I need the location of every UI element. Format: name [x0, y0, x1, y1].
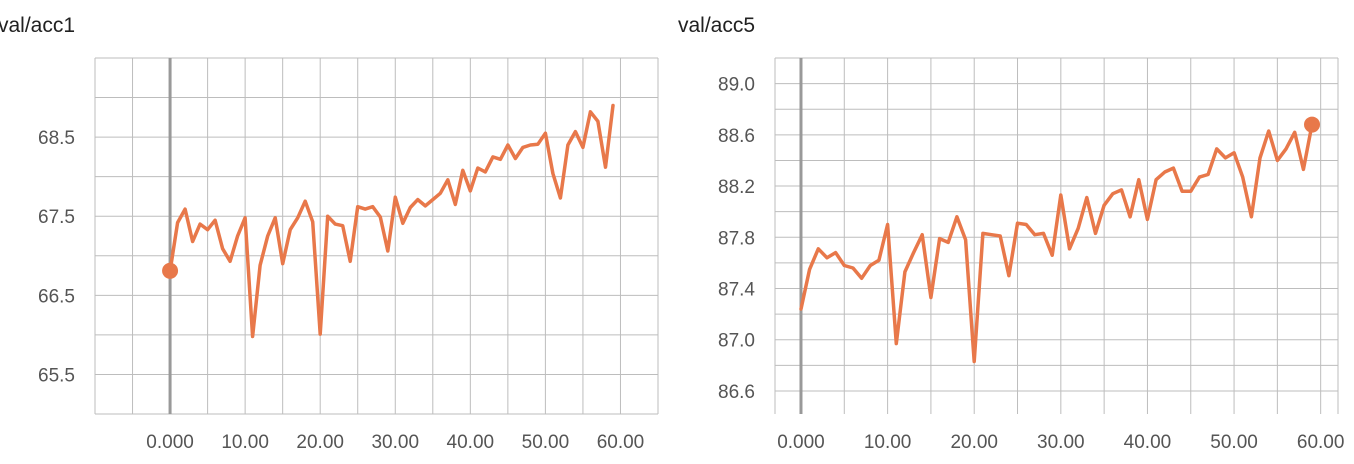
y-tick-label: 86.6	[718, 382, 755, 403]
x-tick-label: 10.00	[221, 432, 269, 453]
y-tick-label: 88.6	[718, 126, 755, 147]
x-tick-label: 60.00	[1297, 432, 1345, 453]
x-tick-label: 20.00	[296, 432, 344, 453]
y-tick-label: 65.5	[38, 365, 75, 386]
highlight-point	[162, 262, 179, 279]
y-tick-label: 68.5	[38, 128, 75, 149]
x-tick-label: 30.00	[1037, 432, 1085, 453]
y-tick-label: 87.0	[718, 331, 755, 352]
x-tick-label: 0.000	[146, 432, 194, 453]
y-tick-label: 89.0	[718, 75, 755, 96]
x-tick-label: 40.00	[447, 432, 495, 453]
x-tick-label: 60.00	[597, 432, 645, 453]
x-tick-label: 50.00	[522, 432, 570, 453]
y-tick-label: 88.2	[718, 177, 755, 198]
chart-title: val/acc5	[678, 14, 756, 37]
highlight-point	[1304, 116, 1321, 133]
x-tick-label: 30.00	[371, 432, 419, 453]
line-chart-acc1: 65.5 66.5 67.5 68.5 0.000 10.00 20.00 30.00 40.0…	[38, 57, 659, 453]
y-tick-label: 87.4	[718, 280, 755, 301]
y-tick-label: 87.8	[718, 228, 755, 249]
chart-title: val/acc1	[0, 14, 76, 37]
x-tick-label: 40.00	[1124, 432, 1172, 453]
x-tick-label: 10.00	[864, 432, 912, 453]
y-tick-label: 66.5	[38, 286, 75, 307]
x-tick-label: 20.00	[950, 432, 998, 453]
y-tick-label: 67.5	[38, 207, 75, 228]
x-tick-label: 0.000	[777, 432, 825, 453]
series-line	[168, 103, 615, 339]
x-tick-label: 50.00	[1210, 432, 1258, 453]
series-line	[799, 122, 1314, 364]
